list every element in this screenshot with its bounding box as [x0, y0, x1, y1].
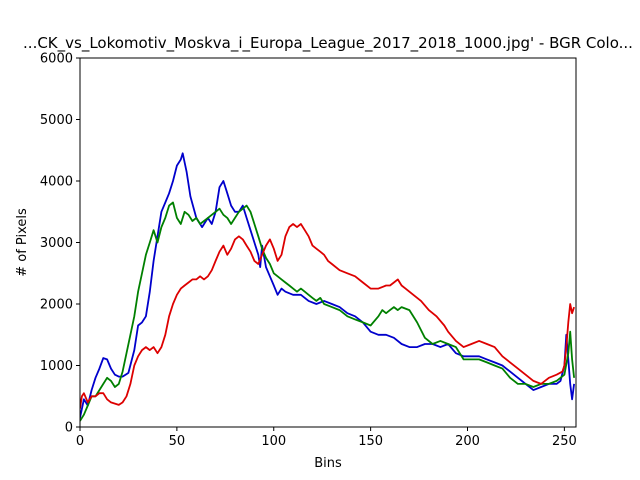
x-tick-label: 200	[455, 434, 480, 449]
series-line-2	[80, 201, 575, 422]
x-tick-label: 150	[358, 434, 383, 449]
series-line-1	[80, 152, 575, 418]
series-layer	[80, 152, 575, 422]
chart-title: ...CK_vs_Lokomotiv_Moskva_i_Europa_Leagu…	[23, 34, 633, 53]
x-tick-label: 0	[76, 434, 84, 449]
y-tick-label: 1000	[40, 359, 73, 374]
x-tick-label: 250	[552, 434, 577, 449]
x-tick-label: 100	[261, 434, 286, 449]
y-tick-label: 3000	[40, 236, 73, 251]
x-axis-ticks: 0 50 100 150 200 250	[76, 427, 577, 449]
y-tick-label: 2000	[40, 298, 73, 313]
series-line-3	[80, 223, 575, 409]
x-axis-label: Bins	[314, 456, 342, 471]
y-tick-label: 4000	[40, 175, 73, 190]
x-tick-label: 50	[169, 434, 186, 449]
y-axis-label: # of Pixels	[15, 208, 30, 277]
y-tick-label: 6000	[40, 52, 73, 67]
y-tick-label: 5000	[40, 113, 73, 128]
y-tick-label: 0	[65, 421, 73, 436]
y-axis-ticks: 0 1000 2000 3000 4000 5000 6000	[40, 52, 80, 436]
